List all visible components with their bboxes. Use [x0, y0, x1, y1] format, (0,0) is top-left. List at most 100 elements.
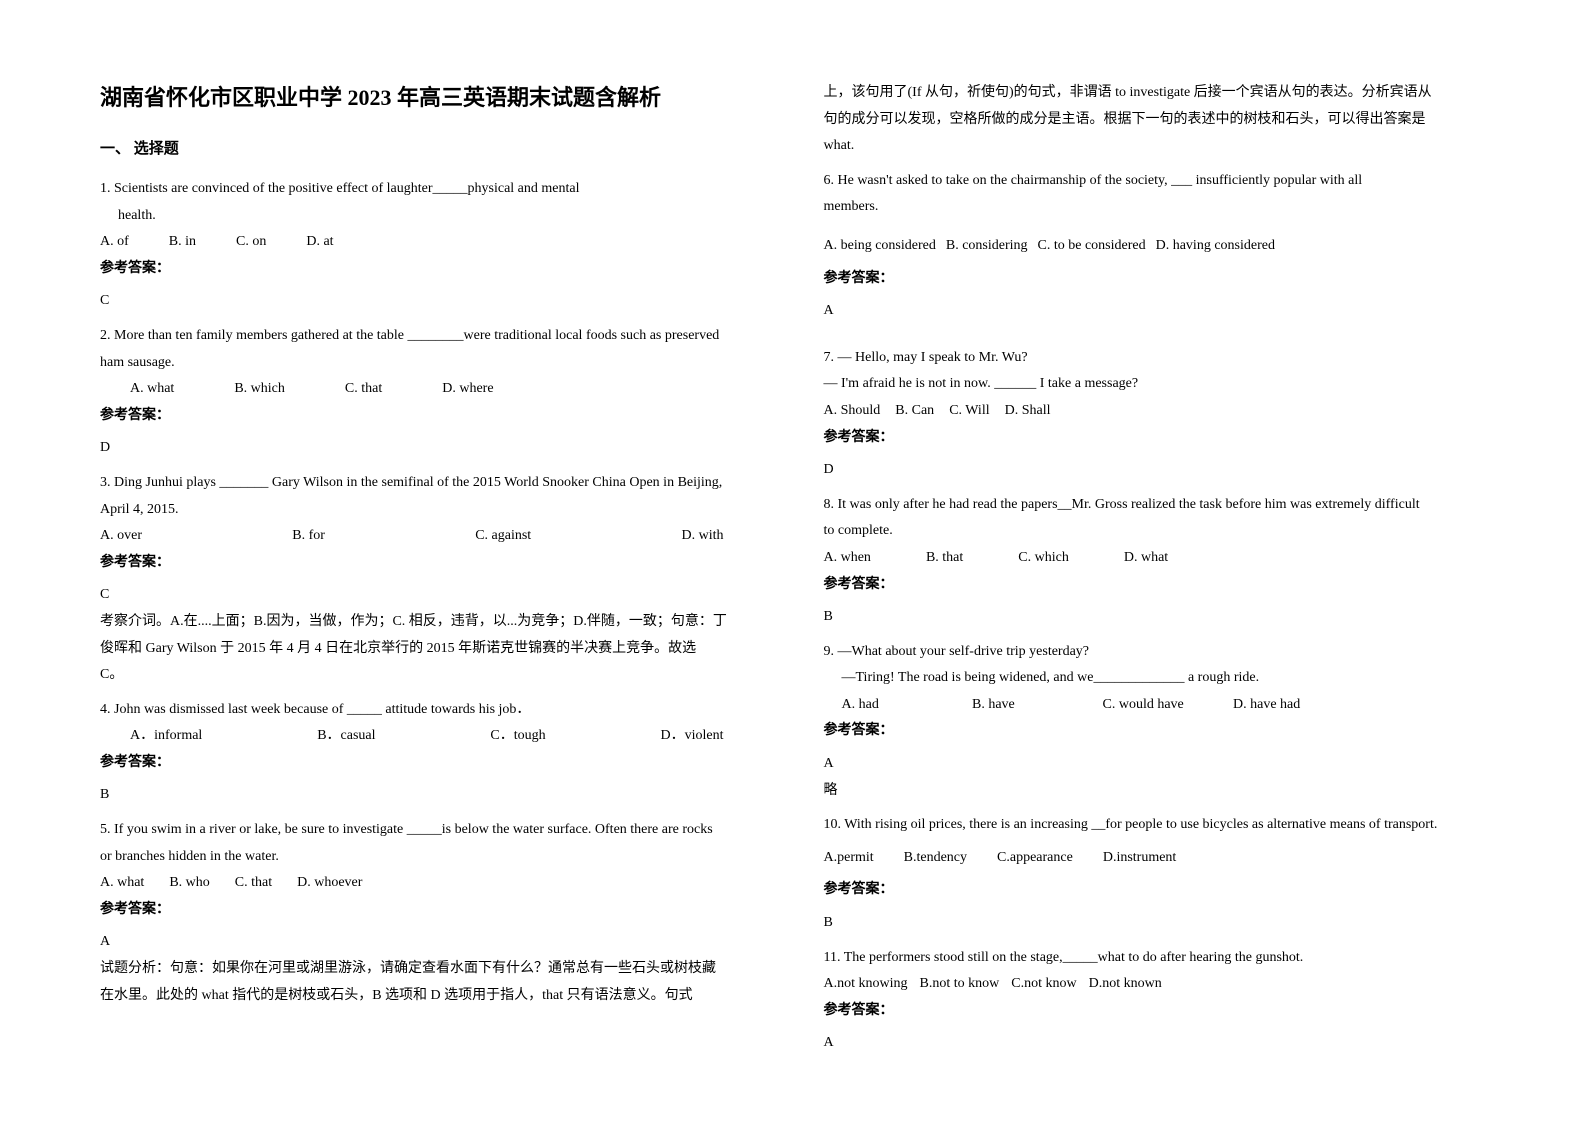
question-10: 10. With rising oil prices, there is an …	[824, 812, 1488, 936]
q5-answer-label: 参考答案：	[100, 897, 764, 924]
q8-options: A. when B. that C. which D. what	[824, 545, 1488, 572]
q10-opt-c: C.appearance	[997, 845, 1073, 872]
q5-opt-c: C. that	[235, 870, 272, 897]
q2-opt-b: B. which	[234, 376, 285, 403]
q7-opt-b: B. Can	[895, 398, 934, 425]
q4-text: 4. John was dismissed last week because …	[100, 697, 764, 724]
q7-options: A. Should B. Can C. Will D. Shall	[824, 398, 1488, 425]
q1-options: A. of B. in C. on D. at	[100, 229, 764, 256]
q2-opt-a: A. what	[130, 376, 174, 403]
q8-opt-c: C. which	[1018, 545, 1069, 572]
q8-opt-a: A. when	[824, 545, 871, 572]
q11-opt-b: B.not to know	[920, 971, 1000, 998]
q4-answer: B	[100, 782, 764, 809]
question-2: 2. More than ten family members gathered…	[100, 323, 764, 462]
q10-opt-b: B.tendency	[904, 845, 967, 872]
q5-explain4: 句的成分可以发现，空格所做的成分是主语。根据下一句的表述中的树枝和石头，可以得出…	[824, 107, 1488, 134]
q3-text: 3. Ding Junhui plays _______ Gary Wilson…	[100, 470, 764, 497]
q10-options: A.permit B.tendency C.appearance D.instr…	[824, 845, 1488, 872]
q2-opt-c: C. that	[345, 376, 382, 403]
q7-text: 7. — Hello, may I speak to Mr. Wu?	[824, 345, 1488, 372]
q5-explain-cont: 上，该句用了(If 从句，祈使句)的句式，非谓语 to investigate …	[824, 80, 1488, 160]
q3-answer: C	[100, 582, 764, 609]
q9-options: A. had B. have C. would have D. have had	[824, 692, 1364, 719]
q1-opt-d: D. at	[306, 229, 333, 256]
q3-opt-a: A. over	[100, 523, 142, 550]
q6-opt-a: A. being considered	[824, 233, 936, 260]
q7-answer: D	[824, 457, 1488, 484]
q9-omit: 略	[824, 778, 1488, 805]
q11-answer: A	[824, 1030, 1488, 1057]
q4-answer-label: 参考答案：	[100, 750, 764, 777]
q5-explain3: 上，该句用了(If 从句，祈使句)的句式，非谓语 to investigate …	[824, 80, 1488, 107]
q10-answer: B	[824, 910, 1488, 937]
q4-opt-a: A．informal	[130, 723, 202, 750]
q6-answer-label: 参考答案：	[824, 266, 1488, 293]
q8-answer: B	[824, 604, 1488, 631]
q7-opt-c: C. Will	[949, 398, 989, 425]
q11-opt-c: C.not know	[1011, 971, 1076, 998]
q9-text: 9. —What about your self-drive trip yest…	[824, 639, 1488, 666]
q5-opt-d: D. whoever	[297, 870, 362, 897]
q1-answer-label: 参考答案：	[100, 256, 764, 283]
q7-text2: — I'm afraid he is not in now. ______ I …	[824, 371, 1488, 398]
q2-text2: ham sausage.	[100, 350, 764, 377]
q4-opt-b: B．casual	[317, 723, 375, 750]
q5-answer: A	[100, 929, 764, 956]
q11-answer-label: 参考答案：	[824, 998, 1488, 1025]
question-7: 7. — Hello, may I speak to Mr. Wu? — I'm…	[824, 345, 1488, 484]
q1-opt-c: C. on	[236, 229, 266, 256]
q1-text: 1. Scientists are convinced of the posit…	[100, 176, 764, 203]
q10-text: 10. With rising oil prices, there is an …	[824, 812, 1488, 839]
question-5: 5. If you swim in a river or lake, be su…	[100, 817, 764, 1009]
q5-explain2: 在水里。此处的 what 指代的是树枝或石头，B 选项和 D 选项用于指人，th…	[100, 983, 764, 1010]
page-title: 湖南省怀化市区职业中学 2023 年高三英语期末试题含解析	[100, 80, 764, 112]
q11-opt-a: A.not knowing	[824, 971, 908, 998]
q4-opt-c: C．tough	[490, 723, 545, 750]
q9-opt-d: D. have had	[1233, 692, 1364, 719]
q3-explain1: 考察介词。A.在....上面；B.因为，当做，作为；C. 相反，违背，以...为…	[100, 609, 764, 636]
q1-answer: C	[100, 288, 764, 315]
q2-text: 2. More than ten family members gathered…	[100, 323, 764, 350]
q10-answer-label: 参考答案：	[824, 877, 1488, 904]
q10-opt-a: A.permit	[824, 845, 874, 872]
q7-opt-a: A. Should	[824, 398, 881, 425]
q5-explain1: 试题分析：句意：如果你在河里或湖里游泳，请确定查看水面下有什么？通常总有一些石头…	[100, 956, 764, 983]
q3-answer-label: 参考答案：	[100, 550, 764, 577]
question-9: 9. —What about your self-drive trip yest…	[824, 639, 1488, 805]
question-4: 4. John was dismissed last week because …	[100, 697, 764, 809]
q5-opt-b: B. who	[169, 870, 209, 897]
q2-options: A. what B. which C. that D. where	[100, 376, 764, 403]
q3-opt-d: D. with	[681, 523, 723, 550]
q3-options: A. over B. for C. against D. with	[100, 523, 764, 550]
q8-answer-label: 参考答案：	[824, 572, 1488, 599]
q9-answer-label: 参考答案：	[824, 718, 1488, 745]
q9-text2: —Tiring! The road is being widened, and …	[824, 665, 1488, 692]
q5-explain5: what.	[824, 133, 1488, 160]
q5-options: A. what B. who C. that D. whoever	[100, 870, 764, 897]
q10-opt-d: D.instrument	[1103, 845, 1177, 872]
q2-answer-label: 参考答案：	[100, 403, 764, 430]
q1-opt-a: A. of	[100, 229, 129, 256]
q6-opt-b: B. considering	[946, 233, 1028, 260]
q6-opt-d: D. having considered	[1156, 233, 1275, 260]
q1-text2: health.	[100, 203, 764, 230]
q7-opt-d: D. Shall	[1005, 398, 1051, 425]
q5-opt-a: A. what	[100, 870, 144, 897]
q11-opt-d: D.not known	[1089, 971, 1162, 998]
q1-opt-b: B. in	[169, 229, 196, 256]
right-column: 上，该句用了(If 从句，祈使句)的句式，非谓语 to investigate …	[824, 80, 1488, 1065]
q6-text: 6. He wasn't asked to take on the chairm…	[824, 168, 1488, 195]
q8-text2: to complete.	[824, 518, 1488, 545]
q2-opt-d: D. where	[442, 376, 493, 403]
question-3: 3. Ding Junhui plays _______ Gary Wilson…	[100, 470, 764, 689]
left-column: 湖南省怀化市区职业中学 2023 年高三英语期末试题含解析 一、 选择题 1. …	[100, 80, 764, 1065]
q5-text: 5. If you swim in a river or lake, be su…	[100, 817, 764, 844]
q9-opt-b: B. have	[972, 692, 1103, 719]
q11-options: A.not knowing B.not to know C.not know D…	[824, 971, 1488, 998]
question-11: 11. The performers stood still on the st…	[824, 945, 1488, 1057]
q8-opt-b: B. that	[926, 545, 963, 572]
q9-answer: A	[824, 751, 1488, 778]
q3-explain2: 俊晖和 Gary Wilson 于 2015 年 4 月 4 日在北京举行的 2…	[100, 636, 764, 663]
page-container: 湖南省怀化市区职业中学 2023 年高三英语期末试题含解析 一、 选择题 1. …	[100, 80, 1487, 1065]
